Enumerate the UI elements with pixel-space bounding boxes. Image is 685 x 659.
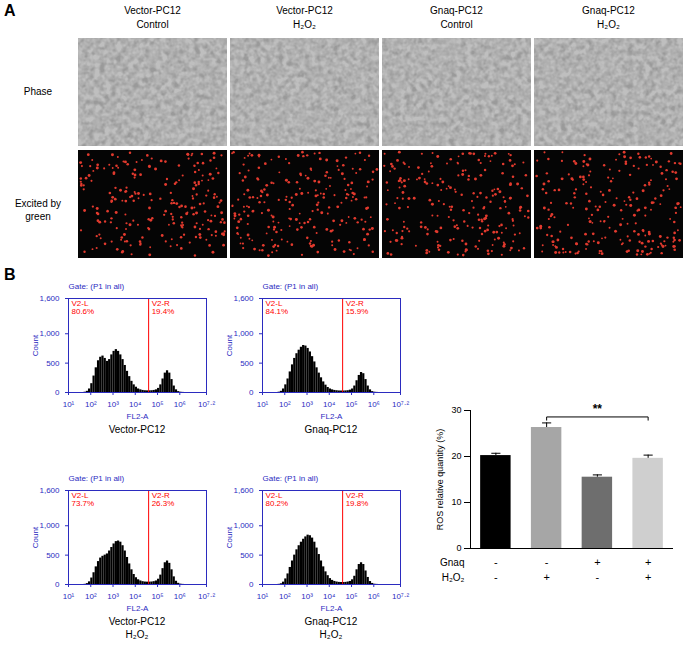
svg-text:10³: 10³: [107, 400, 119, 409]
svg-text:10¹: 10¹: [257, 592, 269, 601]
html-text:Vector-PC12: Vector-PC12: [276, 5, 333, 16]
html-text:Phase: Phase: [23, 86, 53, 97]
html-text:H₂O₂: H₂O₂: [293, 19, 316, 30]
svg-text:V2-R19.8%: V2-R19.8%: [346, 491, 369, 508]
svg-text:10⁵: 10⁵: [151, 400, 163, 409]
html-text:Gnaq-PC12: Gnaq-PC12: [304, 424, 358, 435]
svg-text:0: 0: [55, 388, 60, 397]
svg-text:1,000: 1,000: [39, 329, 60, 338]
svg-text:0: 0: [456, 543, 461, 553]
svg-text:10⁶: 10⁶: [368, 592, 380, 601]
svg-text:10³: 10³: [301, 400, 313, 409]
svg-text:Count: Count: [225, 526, 234, 548]
svg-text:+: +: [543, 571, 549, 583]
svg-text:ROS relative quantity (%): ROS relative quantity (%): [435, 429, 445, 531]
svg-text:10³: 10³: [301, 592, 313, 601]
svg-text:Gate: (P1 in all): Gate: (P1 in all): [263, 474, 319, 483]
svg-text:Gate: (P1 in all): Gate: (P1 in all): [263, 282, 319, 291]
svg-text:10²: 10²: [85, 400, 97, 409]
svg-text:10⁶: 10⁶: [174, 400, 186, 409]
svg-text:10⁵: 10⁵: [151, 592, 163, 601]
svg-text:1,600: 1,600: [39, 486, 60, 495]
svg-text:10⁴: 10⁴: [323, 400, 336, 409]
svg-text:FL2-A: FL2-A: [321, 412, 343, 421]
svg-text:500: 500: [240, 359, 254, 368]
html-text:Gnaq-PC12: Gnaq-PC12: [304, 616, 358, 627]
svg-text:500: 500: [46, 551, 60, 560]
html-text:Vector-PC12: Vector-PC12: [108, 616, 166, 627]
svg-text:-: -: [494, 571, 498, 583]
svg-text:H₂O₂: H₂O₂: [442, 572, 465, 583]
svg-text:0: 0: [249, 580, 254, 589]
svg-text:Gate: (P1 in all): Gate: (P1 in all): [69, 474, 125, 483]
svg-text:1,600: 1,600: [233, 486, 254, 495]
svg-text:10⁴: 10⁴: [323, 592, 336, 601]
svg-text:1,000: 1,000: [39, 521, 60, 530]
svg-text:-: -: [494, 556, 498, 568]
svg-text:Gate: (P1 in all): Gate: (P1 in all): [69, 282, 125, 291]
html-text:Control: Control: [440, 19, 473, 30]
svg-text:+: +: [594, 556, 600, 568]
svg-text:0: 0: [249, 388, 254, 397]
svg-text:V2-R15.9%: V2-R15.9%: [346, 299, 369, 316]
svg-text:10²: 10²: [279, 592, 291, 601]
html-text:Gnaq-PC12: Gnaq-PC12: [582, 5, 635, 16]
html-text:B: B: [4, 266, 16, 283]
svg-text:10¹: 10¹: [257, 400, 269, 409]
svg-text:500: 500: [240, 551, 254, 560]
svg-text:10⁵: 10⁵: [345, 592, 357, 601]
html-text:Control: Control: [136, 19, 169, 30]
svg-text:0: 0: [55, 580, 60, 589]
html-text:H₂O₂: H₂O₂: [597, 19, 620, 30]
html-text:Excited by green: Excited by green: [14, 198, 62, 222]
svg-text:10⁷·²: 10⁷·²: [392, 592, 409, 601]
svg-text:-: -: [545, 556, 549, 568]
svg-text:1,000: 1,000: [233, 329, 254, 338]
svg-text:10⁶: 10⁶: [368, 400, 380, 409]
svg-text:FL2-A: FL2-A: [321, 604, 343, 613]
svg-text:10⁶: 10⁶: [174, 592, 186, 601]
svg-text:+: +: [645, 571, 651, 583]
svg-text:V2-R26.3%: V2-R26.3%: [152, 491, 175, 508]
svg-text:V2-L80.2%: V2-L80.2%: [266, 491, 289, 508]
svg-text:-: -: [596, 571, 600, 583]
svg-text:10¹: 10¹: [63, 592, 75, 601]
svg-text:10: 10: [451, 497, 461, 507]
svg-text:500: 500: [46, 359, 60, 368]
html-text:A: A: [4, 2, 16, 19]
svg-text:10²: 10²: [279, 400, 291, 409]
svg-text:30: 30: [451, 405, 461, 415]
svg-text:Count: Count: [31, 334, 40, 356]
svg-text:+: +: [645, 556, 651, 568]
svg-text:V2-R19.4%: V2-R19.4%: [152, 299, 175, 316]
svg-text:10²: 10²: [85, 592, 97, 601]
svg-text:1,600: 1,600: [233, 294, 254, 303]
svg-text:FL2-A: FL2-A: [127, 604, 149, 613]
svg-text:10⁴: 10⁴: [129, 400, 142, 409]
svg-text:FL2-A: FL2-A: [127, 412, 149, 421]
html-text:H₂O₂: H₂O₂: [319, 629, 343, 640]
svg-text:10¹: 10¹: [63, 400, 75, 409]
svg-text:1,600: 1,600: [39, 294, 60, 303]
svg-text:V2-L80.6%: V2-L80.6%: [72, 299, 95, 316]
svg-text:V2-L84.1%: V2-L84.1%: [266, 299, 289, 316]
svg-text:20: 20: [451, 451, 461, 461]
svg-text:10⁷·²: 10⁷·²: [198, 592, 215, 601]
svg-text:1,000: 1,000: [233, 521, 254, 530]
svg-text:10³: 10³: [107, 592, 119, 601]
html-text:Vector-PC12: Vector-PC12: [108, 424, 166, 435]
html-text:Vector-PC12: Vector-PC12: [124, 5, 181, 16]
html-text:H₂O₂: H₂O₂: [125, 629, 149, 640]
svg-text:V2-L73.7%: V2-L73.7%: [72, 491, 95, 508]
svg-text:10⁴: 10⁴: [129, 592, 142, 601]
html-text:Gnaq-PC12: Gnaq-PC12: [430, 5, 483, 16]
svg-text:10⁷·²: 10⁷·²: [198, 400, 215, 409]
svg-text:**: **: [593, 402, 603, 416]
svg-text:Gnaq: Gnaq: [440, 557, 464, 568]
svg-text:10⁷·²: 10⁷·²: [392, 400, 409, 409]
svg-text:Count: Count: [31, 526, 40, 548]
svg-text:10⁵: 10⁵: [345, 400, 357, 409]
svg-text:Count: Count: [225, 334, 234, 356]
